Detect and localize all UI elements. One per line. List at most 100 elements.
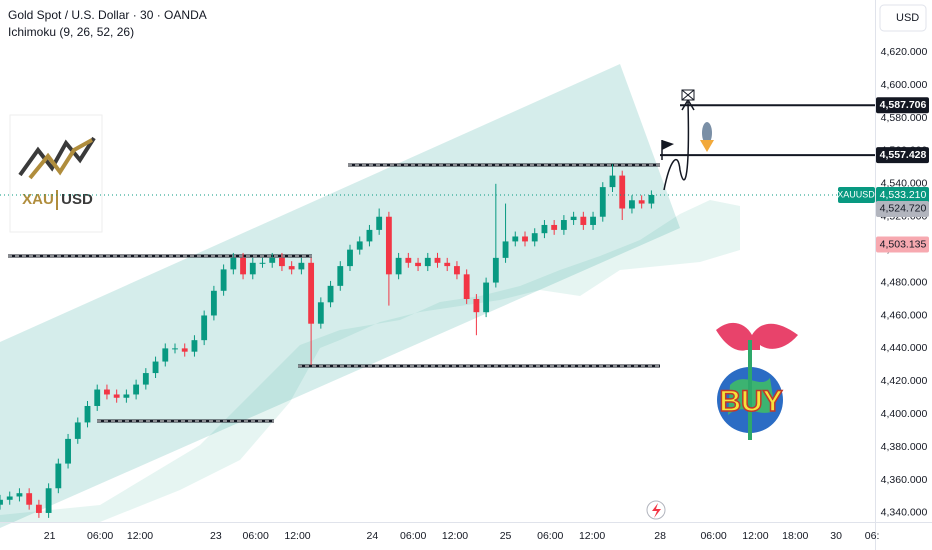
- y-tick-label: 4,600.000: [881, 79, 928, 91]
- candle-body: [590, 216, 596, 225]
- level-label: 4,557.428: [880, 149, 927, 161]
- candle-body: [26, 493, 33, 505]
- candle-body: [259, 262, 266, 264]
- candle-body: [201, 315, 208, 341]
- candle-body: [337, 266, 344, 286]
- candle-body: [366, 229, 373, 242]
- candle-body: [395, 257, 402, 275]
- candle-body: [162, 348, 169, 362]
- buy-emblem: BUY: [716, 322, 798, 440]
- candle-body: [522, 236, 528, 242]
- y-tick-label: 4,440.000: [881, 342, 928, 354]
- candle-body: [308, 262, 315, 324]
- candle-body: [356, 241, 363, 250]
- candle-body: [152, 361, 159, 374]
- candle-body: [619, 175, 626, 209]
- x-tick-label: 25: [500, 530, 512, 542]
- candle-body: [74, 422, 81, 439]
- candle-body: [405, 257, 412, 263]
- candle-body: [104, 389, 110, 395]
- candle-body: [181, 348, 188, 352]
- candle-body: [113, 394, 120, 398]
- ichimoku-cloud: [0, 200, 740, 522]
- level-tag: [876, 97, 929, 114]
- x-tick-label: 12:00: [579, 530, 605, 542]
- x-tick-label: 12:00: [127, 530, 153, 542]
- candle-body: [541, 224, 548, 234]
- candle-body: [512, 236, 519, 242]
- price-label: 4,533.210: [880, 189, 927, 201]
- x-tick-label: 12:00: [742, 530, 768, 542]
- candle-body: [376, 216, 383, 230]
- y-tick-label: 4,380.000: [881, 441, 928, 453]
- candle-body: [434, 257, 441, 263]
- candle-body: [463, 274, 470, 300]
- projection-arrow: [663, 101, 690, 191]
- candle-body: [570, 216, 577, 221]
- x-tick-label: 06:: [865, 530, 880, 542]
- indicator-label: Ichimoku (9, 26, 52, 26): [8, 25, 134, 39]
- x-tick-label: 12:00: [284, 530, 310, 542]
- x-tick-label: 23: [210, 530, 222, 542]
- x-tick-label: 18:00: [782, 530, 808, 542]
- badge: BUY: [719, 385, 782, 418]
- y-tick-label: 4,340.000: [881, 507, 928, 519]
- y-tick-label: 4,400.000: [881, 408, 928, 420]
- candle-body: [638, 200, 645, 204]
- candle-body: [629, 200, 635, 209]
- price-tag: [876, 200, 929, 217]
- candle-body: [35, 504, 42, 513]
- x-tick-label: 06:00: [243, 530, 269, 542]
- event-icon: [646, 500, 666, 520]
- candle-body: [269, 257, 276, 263]
- x-tick-label: 12:00: [442, 530, 468, 542]
- flag-icon: [661, 140, 674, 160]
- candle-body: [94, 389, 101, 406]
- candle-body: [531, 233, 538, 242]
- candle-body: [45, 488, 52, 513]
- symbol-label: XAUUSD: [837, 189, 875, 199]
- currency-button[interactable]: [879, 4, 927, 32]
- symbol-tag: [838, 186, 875, 203]
- x-tick-label: 06:00: [400, 530, 426, 542]
- candle-body: [580, 216, 587, 225]
- logo-left: XAU: [22, 191, 54, 208]
- data-layer: 4,340.000 4,360.000 4,380.000 4,400.000 4,42…: [0, 46, 929, 542]
- candle-body: [327, 285, 334, 303]
- candle-body: [191, 340, 198, 352]
- candle-body: [454, 266, 460, 275]
- candle-body: [84, 405, 91, 423]
- logo: XAU USD: [9, 114, 103, 233]
- price-label: 4,524.720: [880, 203, 927, 215]
- candle-body: [249, 262, 256, 275]
- candle-body: [599, 187, 606, 217]
- level-tag: [876, 147, 929, 164]
- x-tick-label: 06:00: [87, 530, 113, 542]
- y-tick-label: 4,540.000: [881, 178, 928, 190]
- candle-body: [444, 262, 451, 267]
- logo-right: USD: [61, 191, 93, 208]
- candle-body: [6, 496, 13, 500]
- y-tick-label: 4,580.000: [881, 112, 928, 124]
- candle-body: [298, 262, 305, 270]
- candle-body: [483, 282, 490, 313]
- price-tag: [876, 186, 929, 203]
- candle-body: [492, 257, 499, 283]
- y-tick-label: 4,460.000: [881, 309, 928, 321]
- candle-body: [65, 438, 71, 464]
- candle-body: [230, 257, 237, 270]
- y-tick-label: 4,420.000: [881, 375, 928, 387]
- candle-body: [55, 463, 62, 489]
- candle-body: [473, 299, 480, 313]
- finish-flag-icon: [681, 89, 695, 101]
- x-tick-label: 28: [654, 530, 666, 542]
- candle-body: [123, 394, 130, 398]
- x-tick-label: 06:00: [537, 530, 563, 542]
- candle-body: [415, 262, 421, 267]
- candle-body: [347, 249, 353, 267]
- chart-title: Gold Spot / U.S. Dollar · 30 · OANDA: [8, 8, 207, 22]
- candle-body: [288, 266, 295, 270]
- candle-body: [424, 257, 431, 267]
